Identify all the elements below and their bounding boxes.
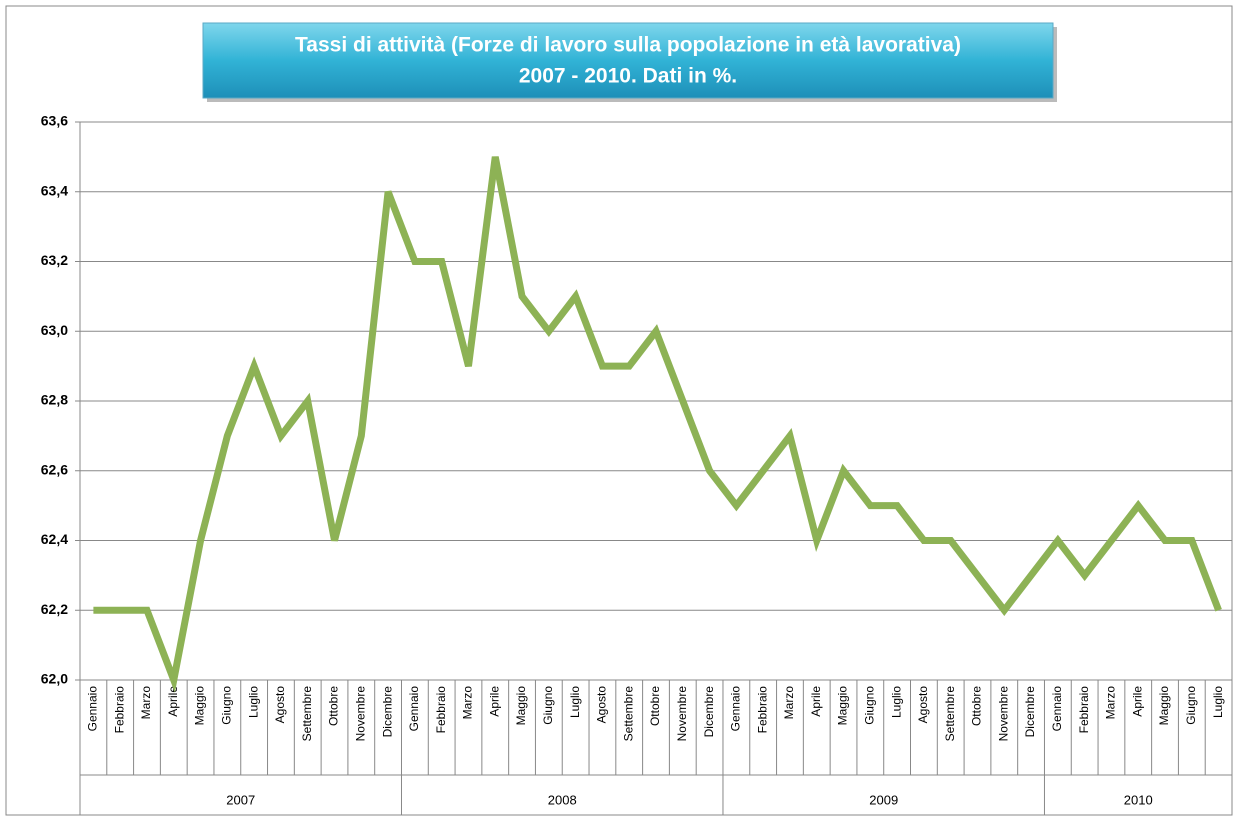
x-tick-label: Gennaio: [407, 686, 421, 732]
x-tick-label: Febbraio: [434, 686, 448, 734]
x-tick-label: Aprile: [166, 686, 180, 717]
x-tick-label: Marzo: [1104, 686, 1118, 720]
x-tick-label: Novembre: [353, 686, 367, 742]
x-tick-label: Giugno: [1184, 686, 1198, 725]
title-box: [202, 22, 1054, 99]
chart-title: Tassi di attività (Forze di lavoro sulla…: [295, 34, 961, 57]
x-tick-label: Novembre: [675, 686, 689, 742]
chart-border: [5, 5, 1233, 816]
x-tick-label: Maggio: [1157, 686, 1171, 726]
x-tick-label: Maggio: [193, 686, 207, 726]
x-tick-label: Febbraio: [755, 686, 769, 734]
x-tick-label: Giugno: [862, 686, 876, 725]
y-tick-label: 63,4: [41, 182, 68, 198]
x-tick-label: Dicembre: [1023, 686, 1037, 738]
x-tick-label: Luglio: [246, 686, 260, 718]
x-tick-label: Febbraio: [112, 686, 126, 734]
x-tick-label: Aprile: [1130, 686, 1144, 717]
x-tick-label: Novembre: [996, 686, 1010, 742]
x-tick-label: Marzo: [782, 686, 796, 720]
x-tick-label: Settembre: [300, 686, 314, 742]
x-tick-label: Settembre: [943, 686, 957, 742]
x-tick-label: Luglio: [568, 686, 582, 718]
group-label: 2010: [1124, 792, 1153, 807]
x-tick-label: Giugno: [220, 686, 234, 725]
y-tick-label: 63,2: [41, 252, 68, 268]
x-tick-label: Maggio: [514, 686, 528, 726]
y-tick-label: 62,6: [41, 461, 68, 477]
x-tick-label: Marzo: [139, 686, 153, 720]
x-tick-label: Aprile: [809, 686, 823, 717]
x-tick-label: Agosto: [916, 686, 930, 724]
x-tick-label: Dicembre: [380, 686, 394, 738]
x-tick-label: Agosto: [595, 686, 609, 724]
y-tick-label: 62,2: [41, 601, 68, 617]
line-series: [93, 156, 1222, 693]
x-tick-label: Agosto: [273, 686, 287, 724]
x-tick-label: Dicembre: [702, 686, 716, 738]
y-tick-label: 62,8: [41, 392, 68, 408]
group-label: 2007: [226, 792, 255, 807]
x-tick-label: Marzo: [461, 686, 475, 720]
chart-title: 2007 - 2010. Dati in %.: [519, 65, 737, 88]
x-tick-label: Giugno: [541, 686, 555, 725]
x-tick-label: Gennaio: [86, 686, 100, 732]
x-tick-label: Luglio: [889, 686, 903, 718]
x-tick-label: Ottobre: [970, 686, 984, 726]
y-tick-label: 63,0: [41, 322, 68, 338]
x-tick-label: Febbraio: [1077, 686, 1091, 734]
x-tick-label: Settembre: [621, 686, 635, 742]
x-tick-label: Luglio: [1211, 686, 1225, 718]
x-tick-label: Gennaio: [1050, 686, 1064, 732]
y-tick-label: 62,4: [41, 531, 68, 547]
x-tick-label: Ottobre: [327, 686, 341, 726]
y-tick-label: 62,0: [41, 671, 68, 687]
y-tick-label: 63,6: [41, 113, 68, 129]
x-tick-label: Gennaio: [729, 686, 743, 732]
group-label: 2009: [869, 792, 898, 807]
x-tick-label: Aprile: [487, 686, 501, 717]
group-label: 2008: [548, 792, 577, 807]
x-tick-label: Ottobre: [648, 686, 662, 726]
x-tick-label: Maggio: [836, 686, 850, 726]
